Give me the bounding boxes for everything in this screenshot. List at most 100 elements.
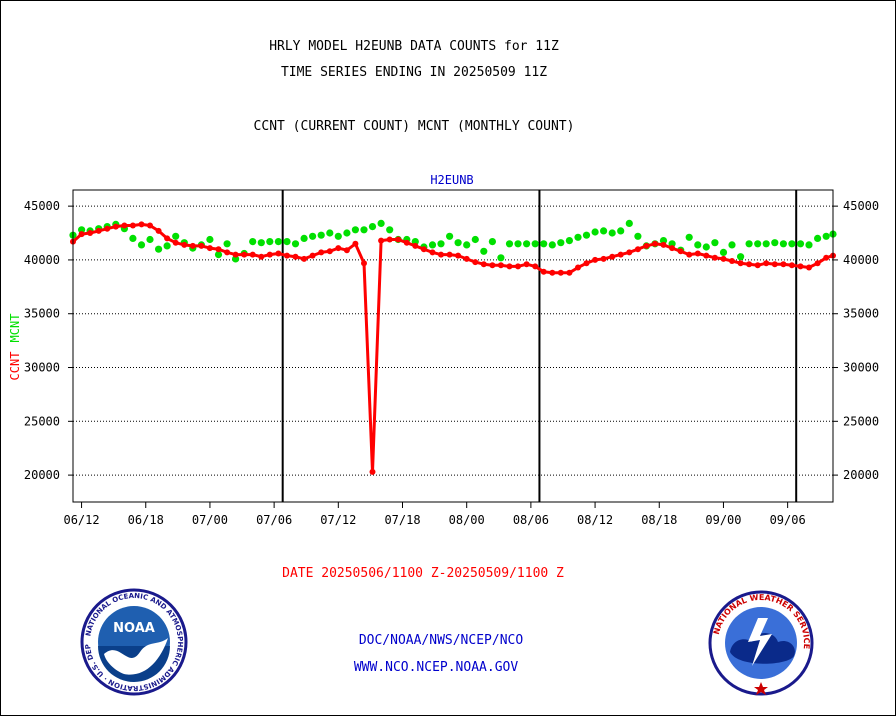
data-point-mcnt (368, 223, 377, 231)
data-point-mcnt (257, 239, 265, 247)
data-point-ccnt (669, 245, 676, 252)
data-point-ccnt (763, 260, 770, 267)
data-point-mcnt (711, 239, 719, 247)
data-point-mcnt (582, 231, 591, 239)
chart-subtitle: CCNT (CURRENT COUNT) MCNT (MONTHLY COUNT… (253, 119, 575, 134)
data-point-ccnt (489, 262, 496, 269)
data-point-mcnt (283, 238, 291, 246)
data-point-ccnt (95, 227, 102, 234)
y-tick-label-left: 20000 (24, 468, 60, 482)
data-point-mcnt (291, 240, 300, 248)
data-point-mcnt (771, 239, 779, 247)
data-point-mcnt (617, 227, 625, 235)
data-point-mcnt (480, 247, 488, 255)
data-point-mcnt (471, 235, 479, 244)
data-point-ccnt (266, 251, 273, 258)
data-point-mcnt (523, 240, 531, 248)
data-point-mcnt (600, 227, 608, 235)
data-point-ccnt (378, 237, 385, 244)
data-point-mcnt (728, 241, 736, 249)
data-point-ccnt (249, 251, 256, 258)
data-point-mcnt (146, 235, 154, 244)
y-tick-label-left: 35000 (24, 307, 60, 321)
data-point-ccnt (309, 252, 316, 259)
data-point-ccnt (592, 256, 599, 263)
data-point-mcnt (814, 234, 822, 242)
y-tick-label-right: 30000 (843, 361, 879, 375)
data-point-ccnt (532, 263, 539, 270)
data-point-ccnt (412, 242, 419, 249)
data-point-mcnt (514, 240, 522, 248)
series-line-ccnt (72, 222, 834, 474)
data-point-ccnt (138, 221, 145, 228)
data-point-mcnt (625, 219, 633, 227)
y-tick-label-left: 45000 (24, 199, 60, 213)
data-point-ccnt (575, 264, 581, 271)
data-point-ccnt (652, 240, 658, 247)
data-point-ccnt (335, 245, 342, 252)
data-point-ccnt (617, 251, 624, 258)
data-point-mcnt (343, 229, 351, 237)
data-point-mcnt (300, 234, 308, 242)
x-tick-label: 07/00 (192, 513, 228, 527)
data-point-ccnt (754, 262, 761, 269)
data-point-mcnt (78, 226, 86, 234)
data-point-ccnt (797, 263, 804, 270)
data-point-ccnt (164, 235, 171, 242)
nws-logo: NATIONAL WEATHER SERVICE (708, 590, 814, 696)
org-link[interactable]: DOC/NOAA/NWS/NCEP/NCO (358, 633, 524, 648)
data-point-ccnt (189, 242, 196, 249)
x-tick-label: 08/06 (513, 513, 549, 527)
data-point-mcnt (497, 254, 505, 262)
data-point-mcnt (668, 240, 676, 248)
y-tick-label-left: 30000 (24, 361, 60, 375)
x-tick-label: 06/12 (63, 513, 99, 527)
noaa-logo-text: NOAA (113, 621, 155, 636)
data-point-mcnt (206, 235, 214, 244)
data-point-ccnt (634, 246, 641, 253)
data-point-mcnt (428, 241, 437, 249)
data-point-ccnt (284, 252, 290, 259)
data-point-ccnt (301, 255, 308, 262)
x-tick-label: 09/06 (770, 513, 806, 527)
data-point-ccnt (198, 242, 205, 249)
data-point-ccnt (463, 255, 470, 262)
data-point-ccnt (583, 260, 590, 267)
x-tick-label: 07/18 (384, 513, 420, 527)
data-point-ccnt (258, 253, 265, 260)
data-point-mcnt (745, 240, 753, 248)
data-point-mcnt (326, 229, 334, 237)
data-point-mcnt (788, 240, 796, 248)
data-point-ccnt (438, 251, 444, 258)
data-point-ccnt (275, 250, 282, 257)
data-point-ccnt (540, 268, 547, 275)
data-point-mcnt (805, 241, 813, 249)
data-point-mcnt (557, 239, 565, 247)
data-point-mcnt (129, 234, 137, 242)
y-tick-label-right: 25000 (843, 414, 879, 428)
data-point-mcnt (334, 232, 342, 240)
x-tick-label: 07/12 (320, 513, 356, 527)
data-point-mcnt (386, 226, 394, 234)
data-point-ccnt (395, 236, 402, 243)
data-point-ccnt (155, 227, 162, 234)
data-point-mcnt (454, 239, 462, 247)
data-point-ccnt (104, 225, 111, 232)
plot-area-border (72, 189, 834, 503)
data-point-ccnt (626, 249, 633, 256)
series-ccnt (70, 221, 836, 475)
data-point-ccnt (686, 251, 693, 258)
data-point-ccnt (549, 269, 556, 276)
data-point-ccnt (472, 259, 479, 266)
website-link[interactable]: WWW.NCO.NCEP.NOAA.GOV (353, 660, 519, 675)
data-point-ccnt (780, 261, 787, 268)
data-point-ccnt (318, 249, 325, 256)
data-point-mcnt (309, 232, 317, 240)
y-tick-label-left: 25000 (24, 414, 60, 428)
data-point-ccnt (181, 241, 188, 248)
y-tick-label-right: 40000 (843, 253, 879, 267)
data-point-ccnt (703, 252, 710, 259)
data-point-mcnt (685, 233, 693, 241)
data-point-mcnt (463, 241, 471, 249)
y-tick-label-right: 35000 (843, 307, 879, 321)
